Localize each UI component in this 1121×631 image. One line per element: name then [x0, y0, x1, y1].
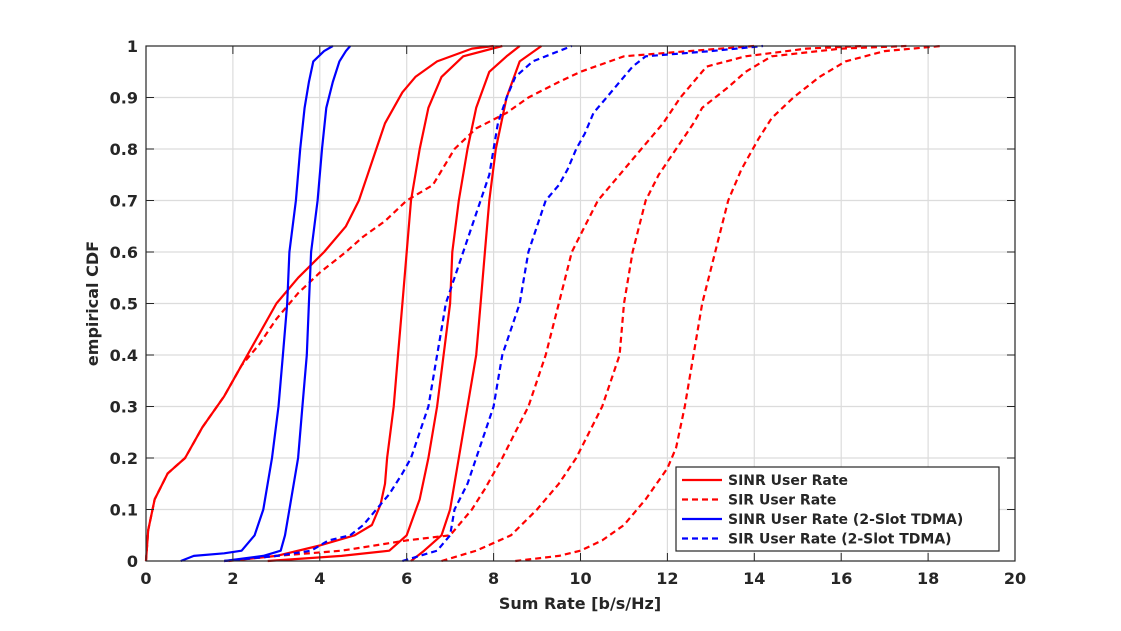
- series-line-9: [180, 45, 334, 563]
- legend-label: SIR User Rate: [728, 493, 836, 509]
- legend: SINR User Rate SIR User Rate SINR User Rat…: [675, 466, 1000, 552]
- x-tick-label: 0: [140, 569, 151, 588]
- series-group: [144, 44, 942, 563]
- series-line-10: [224, 45, 352, 563]
- series-line-7: [441, 44, 907, 563]
- series-line-12: [402, 44, 764, 563]
- series-line-11: [224, 44, 573, 563]
- x-axis-label: Sum Rate [b/s/Hz]: [499, 594, 661, 613]
- x-tick-label: 16: [830, 569, 852, 588]
- y-tick-label: 0.5: [110, 295, 138, 314]
- x-tick-label: 10: [569, 569, 591, 588]
- y-tick-label: 0.2: [110, 449, 138, 468]
- y-tick-label: 0.8: [110, 140, 138, 159]
- y-axis-label: empirical CDF: [83, 241, 102, 366]
- y-tick-label: 0.1: [110, 501, 138, 520]
- y-tick-label: 0.7: [110, 192, 138, 211]
- x-tick-label: 2: [227, 569, 238, 588]
- series-line-2: [228, 44, 503, 563]
- y-tick-label: 0.4: [110, 346, 138, 365]
- x-tick-label: 8: [488, 569, 499, 588]
- y-tick-label: 0: [127, 552, 138, 571]
- legend-label: SINR User Rate (2-Slot TDMA): [728, 512, 963, 528]
- legend-label: SINR User Rate: [728, 473, 848, 489]
- series-line-6: [224, 44, 863, 563]
- legend-box: [675, 466, 1000, 552]
- series-line-1: [144, 44, 494, 562]
- axis-ticks: 0 2 4 6 8 10 12 14 16 18 20 0 0.1 0.2 0.3 0.4 0.5 0.6 0.7 0…: [110, 37, 1026, 588]
- y-tick-label: 1: [127, 37, 138, 56]
- legend-label: SIR User Rate (2-Slot TDMA): [728, 532, 952, 548]
- x-tick-label: 4: [314, 569, 325, 588]
- y-tick-label: 0.6: [110, 243, 138, 262]
- y-tick-label: 0.3: [110, 398, 138, 417]
- x-tick-label: 14: [743, 569, 765, 588]
- x-tick-label: 12: [656, 569, 678, 588]
- x-tick-label: 20: [1004, 569, 1026, 588]
- y-tick-label: 0.9: [110, 89, 138, 108]
- series-line-3: [267, 45, 521, 563]
- series-line-5: [144, 44, 755, 562]
- x-tick-label: 18: [917, 569, 939, 588]
- x-tick-label: 6: [401, 569, 412, 588]
